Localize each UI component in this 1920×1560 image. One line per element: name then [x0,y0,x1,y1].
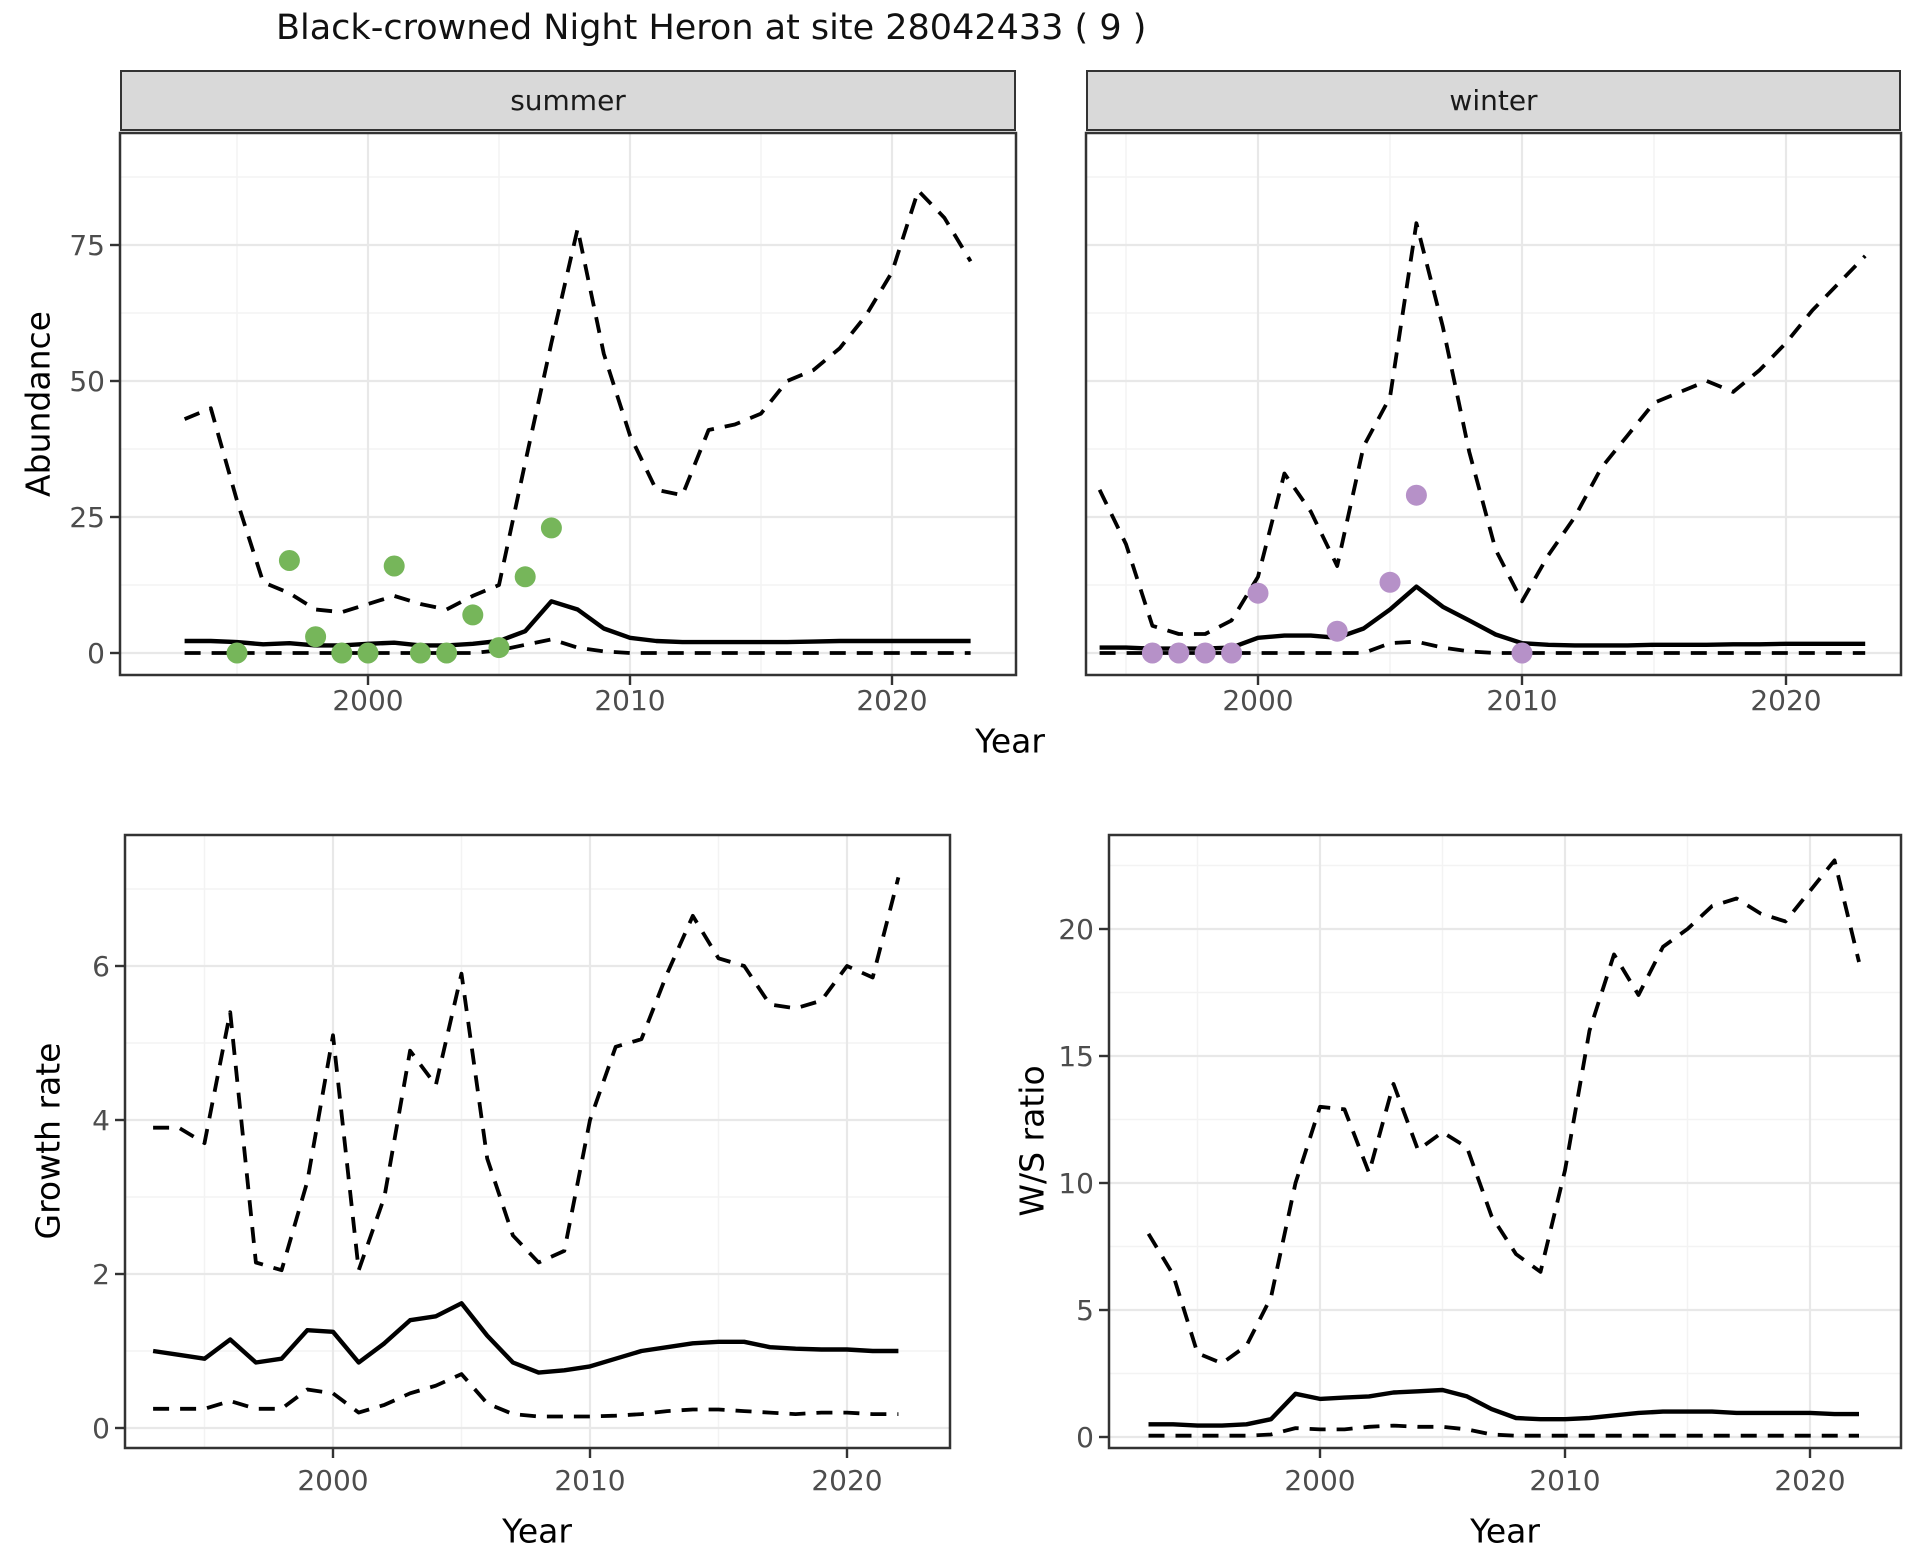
observation-point [383,555,405,577]
facet-strip-summer: summer [120,70,1016,131]
observation-point [1379,571,1401,593]
observation-point [1221,642,1243,664]
y-tick-label: 75 [69,229,105,262]
x-tick-label: 2010 [554,1464,625,1497]
x-tick-label: 2000 [297,1464,368,1497]
panel-axes: 2000 2010 2020 0 25 50 75 [69,229,927,717]
x-tick-label: 2010 [1529,1464,1600,1497]
observation-point [1168,642,1190,664]
y-tick-label: 50 [69,365,105,398]
series-fit-line [1148,1387,1859,1428]
x-tick-label: 2020 [811,1464,882,1497]
panel-border [118,131,1018,677]
panel-axes: 2000 2010 2020 0 5 10 15 20 [1058,913,1845,1497]
y-tick-label: 0 [1076,1421,1094,1454]
facet-strip-winter-label: winter [1449,84,1538,117]
series-lower_ci-line [153,1372,899,1419]
x-axis-title-top: Year [975,721,1045,761]
observation-point [462,604,484,626]
facet-strip-winter: winter [1086,70,1901,131]
series-upper_ci-line [1146,858,1861,1366]
panel-growth: 2000 2010 2020 0 2 4 6 [92,833,952,1497]
series-lower_ci-line [1148,1423,1859,1438]
panel-grid [125,835,950,1448]
series-fit-line [152,1301,899,1375]
x-tick-label: 2010 [1486,684,1557,717]
x-axis-title-growth: Year [502,1511,572,1551]
panel-data [152,876,901,1419]
observation-point [436,642,458,664]
y-tick-label: 2 [92,1258,110,1291]
x-tick-label: 2000 [1284,1464,1355,1497]
observation-point [1405,484,1427,506]
series-lower_ci-line [184,637,971,655]
panel-data [1097,221,1867,664]
series-upper_ci-line [183,188,973,615]
panel-border [1084,131,1903,677]
y-tick-label: 20 [1058,913,1094,946]
panel-background [1086,133,1901,675]
observation-point [1511,642,1533,664]
panel-border [1107,833,1903,1450]
y-tick-label: 25 [69,501,105,534]
chart-title: Black-crowned Night Heron at site 280424… [276,8,1147,48]
series-upper_ci-line [153,876,901,1273]
observation-point [357,642,379,664]
y-tick-label: 10 [1058,1167,1094,1200]
observation-point [488,637,510,659]
observation-point [1247,582,1269,604]
observation-point [1141,642,1163,664]
observation-point [409,642,431,664]
facet-strip-summer-label: summer [510,84,626,117]
panel-ws: 2000 2010 2020 0 5 10 15 20 [1058,833,1903,1497]
observation-point [1326,620,1348,642]
y-tick-label: 0 [87,637,105,670]
x-tick-label: 2020 [1774,1464,1845,1497]
series-upper_ci-line [1097,221,1867,636]
panel-grid [120,133,1016,675]
panel-background [125,835,950,1448]
observation-point [226,642,248,664]
observation-point [278,550,300,571]
x-tick-label: 2000 [332,684,403,717]
panel-data [183,188,973,664]
panel-axes: 2000 2010 2020 [1222,675,1822,717]
y-tick-label: 0 [92,1412,110,1445]
panel-background [120,133,1016,675]
panel-winter: 2000 2010 2020 [1084,131,1903,717]
observation-point [1194,642,1216,664]
series-lower_ci-line [1099,639,1866,655]
panel-data [1146,858,1861,1438]
y-tick-label: 4 [92,1104,110,1137]
x-tick-label: 2010 [594,684,665,717]
observation-point [514,566,536,588]
x-tick-label: 2020 [856,684,927,717]
y-tick-label: 5 [1076,1294,1094,1327]
observation-point [540,517,562,539]
x-tick-label: 2020 [1750,684,1821,717]
panel-axes: 2000 2010 2020 0 2 4 6 [92,950,882,1497]
y-tick-label: 15 [1058,1040,1094,1073]
observation-point [305,626,327,648]
x-tick-label: 2000 [1222,684,1293,717]
observation-point [331,642,353,664]
panel-summer: 2000 2010 2020 0 25 50 75 [69,131,1018,717]
x-axis-title-ws: Year [1470,1511,1540,1551]
panel-background [1109,835,1901,1448]
y-tick-label: 6 [92,950,110,983]
panel-border [123,833,952,1450]
